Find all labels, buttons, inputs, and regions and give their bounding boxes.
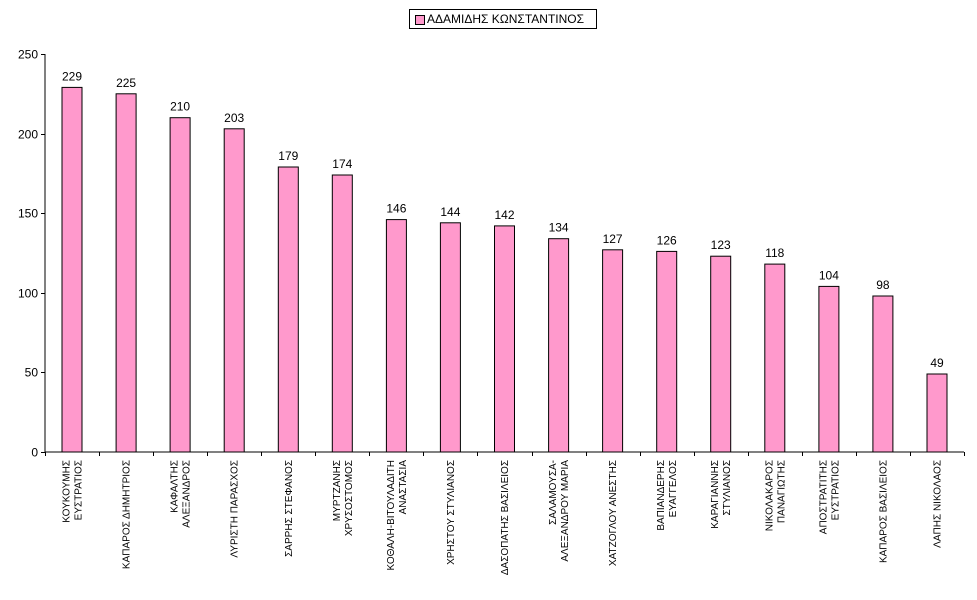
bar bbox=[223, 128, 245, 453]
x-tick-label: ΚΑΦΑΛΤΗΣ ΑΛΕΞΑΝΔΡΟΣ bbox=[170, 460, 193, 528]
x-tick-label-line: ΑΛΕΞΑΝΔΡΟΥ ΜΑΡΙΑ bbox=[560, 460, 571, 562]
x-tick-label-line: ΒΑΠΙΑΝΔΕΡΗΣ bbox=[656, 460, 667, 531]
y-tick-label: 0 bbox=[31, 446, 38, 460]
data-label: 98 bbox=[876, 278, 890, 292]
x-tick-label-line: ΧΑΤΖΟΓΛΟΥ ΑΝΕΣΤΗΣ bbox=[608, 460, 619, 566]
data-label: 146 bbox=[386, 202, 406, 216]
x-tick-label: ΚΑΡΑΓΙΑΝΝΗΣ ΣΤΥΛΙΑΝΟΣ bbox=[710, 460, 733, 529]
bar bbox=[385, 219, 407, 453]
x-tick-label-line: ΑΝΑΣΤΑΣΙΑ bbox=[398, 460, 409, 515]
x-tick-label-line: ΧΡΗΣΤΟΥ ΣΤΥΛΙΑΝΟΣ bbox=[446, 460, 457, 565]
x-tick-label: ΜΥΡΤΖΑΝΗΣ ΧΡΥΣΟΣΤΟΜΟΣ bbox=[332, 460, 355, 536]
x-tick-label: ΣΑΛΑΜΟΥΣΑ- ΑΛΕΞΑΝΔΡΟΥ ΜΑΡΙΑ bbox=[548, 460, 571, 562]
x-tick-label: ΑΠΟΣΤΡΑΤΙΤΗΣ ΕΥΣΤΡΑΤΙΟΣ bbox=[818, 460, 841, 534]
x-tick-label: ΣΑΡΡΗΣ ΣΤΕΦΑΝΟΣ bbox=[284, 460, 295, 557]
x-tick-label-line: ΕΥΣΤΡΑΤΙΟΣ bbox=[74, 460, 85, 520]
x-tick-label-line: ΜΥΡΤΖΑΝΗΣ bbox=[332, 460, 343, 521]
legend-label: ΑΔΑΜΙΔΗΣ ΚΩΝΣΤΑΝΤΙΝΟΣ bbox=[427, 12, 585, 26]
x-tick-label-line: ΚΟΥΚΟΥΜΗΣ bbox=[62, 460, 73, 523]
data-label: 134 bbox=[549, 221, 569, 235]
data-label: 174 bbox=[332, 157, 352, 171]
x-tick-label: ΒΑΠΙΑΝΔΕΡΗΣ ΕΥΑΓΓΕΛΟΣ bbox=[656, 460, 679, 531]
x-tick-label-line: ΚΑΠΑΡΟΣ ΔΗΜΗΤΡΙΟΣ bbox=[122, 460, 133, 569]
data-label: 127 bbox=[603, 232, 623, 246]
x-tick-label-line: ΔΑΣΟΠΑΤΗΣ ΒΑΣΙΛΕΙΟΣ bbox=[500, 460, 511, 575]
x-tick-label-line: ΑΠΟΣΤΡΑΤΙΤΗΣ bbox=[818, 460, 829, 534]
data-label: 203 bbox=[224, 111, 244, 125]
bar bbox=[439, 222, 461, 453]
bar bbox=[548, 238, 570, 453]
x-tick-label: ΚΑΠΑΡΟΣ ΔΗΜΗΤΡΙΟΣ bbox=[122, 460, 133, 569]
data-label: 225 bbox=[116, 76, 136, 90]
bar bbox=[494, 225, 515, 453]
x-tick-label: ΚΑΠΑΡΟΣ ΒΑΣΙΛΕΙΟΣ bbox=[878, 460, 889, 563]
x-tick-label-line: ΚΑΡΑΓΙΑΝΝΗΣ bbox=[710, 460, 721, 529]
bar bbox=[764, 263, 786, 453]
bar bbox=[926, 373, 948, 453]
x-tick-label-line: ΝΙΚΟΛΑΚΑΡΟΣ bbox=[764, 460, 775, 531]
data-label: 126 bbox=[657, 233, 677, 247]
x-tick-label: ΧΑΤΖΟΓΛΟΥ ΑΝΕΣΤΗΣ bbox=[608, 460, 619, 566]
bar bbox=[61, 86, 83, 453]
x-tick-label: ΛΑΠΗΣ ΝΙΚΟΛΑΟΣ bbox=[933, 460, 944, 548]
x-tick-label: ΛΥΡΙΣΤΗ ΠΑΡΑΣΧΟΣ bbox=[230, 460, 241, 558]
data-label: 144 bbox=[440, 205, 460, 219]
bar bbox=[710, 255, 732, 453]
x-tick-label: ΔΑΣΟΠΑΤΗΣ ΒΑΣΙΛΕΙΟΣ bbox=[500, 460, 511, 575]
bar bbox=[169, 117, 191, 453]
x-tick-label: ΝΙΚΟΛΑΚΑΡΟΣ ΠΑΝΑΓΙΩΤΗΣ bbox=[764, 460, 787, 531]
x-tick-label: ΚΟΥΚΟΥΜΗΣ ΕΥΣΤΡΑΤΙΟΣ bbox=[62, 460, 85, 523]
bar bbox=[331, 174, 353, 453]
x-tick-label-line: ΛΥΡΙΣΤΗ ΠΑΡΑΣΧΟΣ bbox=[230, 460, 241, 558]
bar bbox=[656, 250, 678, 453]
y-tick-label: 150 bbox=[18, 207, 38, 221]
x-tick-label-line: ΣΤΥΛΙΑΝΟΣ bbox=[722, 460, 733, 516]
y-tick-label: 100 bbox=[18, 287, 38, 301]
data-label: 123 bbox=[711, 238, 731, 252]
data-label: 104 bbox=[819, 268, 839, 282]
x-tick-label: ΧΡΗΣΤΟΥ ΣΤΥΛΙΑΝΟΣ bbox=[446, 460, 457, 565]
data-label: 229 bbox=[62, 69, 82, 83]
data-label: 210 bbox=[170, 100, 190, 114]
y-tick-label: 200 bbox=[18, 128, 38, 142]
bar bbox=[872, 295, 894, 453]
legend: ΑΔΑΜΙΔΗΣ ΚΩΝΣΤΑΝΤΙΝΟΣ bbox=[409, 9, 597, 29]
y-tick-label: 50 bbox=[25, 366, 39, 380]
bar bbox=[277, 166, 299, 453]
data-label: 142 bbox=[494, 208, 514, 222]
x-tick-label-line: ΠΑΝΑΓΙΩΤΗΣ bbox=[776, 460, 787, 523]
data-label: 118 bbox=[765, 246, 784, 260]
x-tick-label-line: ΛΑΠΗΣ ΝΙΚΟΛΑΟΣ bbox=[933, 460, 944, 548]
bar bbox=[115, 93, 137, 453]
data-label: 49 bbox=[930, 356, 944, 370]
x-tick-label-line: ΧΡΥΣΟΣΤΟΜΟΣ bbox=[344, 460, 355, 536]
x-tick-label-line: ΚΟΘΑΛΗ-ΒΙΤΟΥΛΑΔΙΤΗ bbox=[386, 460, 397, 571]
bar bbox=[818, 285, 840, 453]
x-tick-label-line: ΚΑΦΑΛΤΗΣ bbox=[170, 460, 181, 513]
bar bbox=[602, 249, 624, 453]
x-tick-label-line: ΕΥΣΤΡΑΤΙΟΣ bbox=[830, 460, 841, 520]
x-tick-label-line: ΣΑΛΑΜΟΥΣΑ- bbox=[548, 460, 559, 525]
x-tick-label-line: ΣΑΡΡΗΣ ΣΤΕΦΑΝΟΣ bbox=[284, 460, 295, 557]
x-tick-label: ΚΟΘΑΛΗ-ΒΙΤΟΥΛΑΔΙΤΗ ΑΝΑΣΤΑΣΙΑ bbox=[386, 460, 409, 571]
y-tick-label: 250 bbox=[18, 48, 38, 62]
legend-swatch bbox=[415, 15, 425, 25]
x-tick-label-line: ΕΥΑΓΓΕΛΟΣ bbox=[668, 460, 679, 517]
x-tick-label-line: ΑΛΕΞΑΝΔΡΟΣ bbox=[182, 460, 193, 528]
x-tick-label-line: ΚΑΠΑΡΟΣ ΒΑΣΙΛΕΙΟΣ bbox=[878, 460, 889, 563]
data-label: 179 bbox=[278, 149, 298, 163]
